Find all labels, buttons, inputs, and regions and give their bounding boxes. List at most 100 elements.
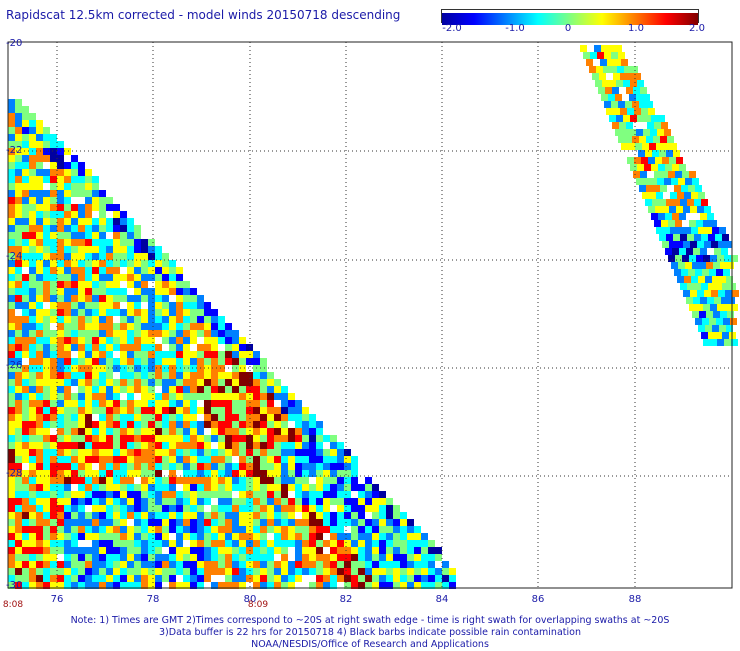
swath-cell (57, 218, 64, 225)
swath-cell (15, 393, 22, 400)
swath-cell (619, 122, 626, 129)
swath-cell (239, 379, 246, 386)
swath-cell (379, 561, 386, 568)
swath-cell (631, 66, 638, 73)
swath-cell (632, 101, 639, 108)
swath-cell (274, 379, 281, 386)
swath-cell (162, 449, 169, 456)
swath-cell (267, 372, 274, 379)
swath-cell (197, 484, 204, 491)
swath-cell (218, 477, 225, 484)
swath-cell (8, 421, 15, 428)
swath-cell (8, 463, 15, 470)
swath-cell (50, 358, 57, 365)
footnotes: Note: 1) Times are GMT 2)Times correspon… (0, 615, 740, 651)
swath-cell (699, 262, 706, 269)
swath-cell (148, 316, 155, 323)
swath-cell (197, 547, 204, 554)
swath-cell (692, 262, 699, 269)
swath-cell (127, 218, 134, 225)
swath-cell (239, 365, 246, 372)
swath-cell (43, 295, 50, 302)
swath-cell (659, 199, 666, 206)
swath-cell (113, 414, 120, 421)
swath-cell (64, 561, 71, 568)
swath-cell (386, 540, 393, 547)
swath-cell (344, 533, 351, 540)
swath-cell (134, 386, 141, 393)
swath-cell (15, 512, 22, 519)
swath-cell (85, 449, 92, 456)
swath-cell (113, 323, 120, 330)
swath-cell (204, 414, 211, 421)
swath-cell (621, 143, 628, 150)
swath-cell (43, 316, 50, 323)
swath-cell (218, 449, 225, 456)
swath-cell (183, 316, 190, 323)
swath-cell (22, 407, 29, 414)
swath-cell (78, 337, 85, 344)
swath-cell (92, 372, 99, 379)
swath-cell (239, 414, 246, 421)
swath-cell (295, 484, 302, 491)
swath-cell (176, 519, 183, 526)
swath-cell (22, 309, 29, 316)
swath-cell (330, 456, 337, 463)
swath-cell (646, 185, 653, 192)
swath-cell (260, 568, 267, 575)
swath-cell (344, 456, 351, 463)
swath-cell (148, 379, 155, 386)
swath-cell (29, 176, 36, 183)
swath-cell (120, 526, 127, 533)
swath-cell (281, 568, 288, 575)
swath-cell (211, 407, 218, 414)
swath-cell (365, 498, 372, 505)
swath-cell (253, 540, 260, 547)
swath-cell (15, 484, 22, 491)
swath-cell (148, 428, 155, 435)
swath-cell (694, 234, 701, 241)
swath-cell (155, 365, 162, 372)
swath-cell (15, 316, 22, 323)
swath-cell (78, 386, 85, 393)
swath-cell (92, 267, 99, 274)
swath-cell (162, 386, 169, 393)
swath-cell (99, 225, 106, 232)
swath-cell (8, 232, 15, 239)
swath-cell (323, 526, 330, 533)
swath-cell (717, 255, 724, 262)
swath-cell (8, 99, 15, 106)
swath-cell (22, 393, 29, 400)
swath-cell (239, 582, 246, 589)
swath-cell (676, 206, 683, 213)
swath-cell (85, 386, 92, 393)
swath-cell (302, 428, 309, 435)
swath-cell (85, 526, 92, 533)
swath-cell (400, 568, 407, 575)
swath-cell (386, 554, 393, 561)
swath-cell (295, 526, 302, 533)
swath-cell (155, 274, 162, 281)
swath-cell (57, 512, 64, 519)
swath-cell (246, 568, 253, 575)
swath-cell (85, 232, 92, 239)
swath-cell (43, 337, 50, 344)
swath-cell (106, 358, 113, 365)
swath-cell (120, 498, 127, 505)
swath-cell (92, 239, 99, 246)
colorbar (441, 9, 699, 25)
swath-cell (134, 225, 141, 232)
swath-cell (92, 519, 99, 526)
swath-cell (50, 246, 57, 253)
swath-cell (15, 505, 22, 512)
swath-cell (288, 456, 295, 463)
swath-cell (29, 225, 36, 232)
swath-cell (50, 351, 57, 358)
swath-cell (309, 561, 316, 568)
swath-cell (36, 547, 43, 554)
swath-cell (22, 155, 29, 162)
swath-cell (22, 316, 29, 323)
swath-cell (85, 568, 92, 575)
swath-cell (148, 463, 155, 470)
swath-cell (148, 337, 155, 344)
